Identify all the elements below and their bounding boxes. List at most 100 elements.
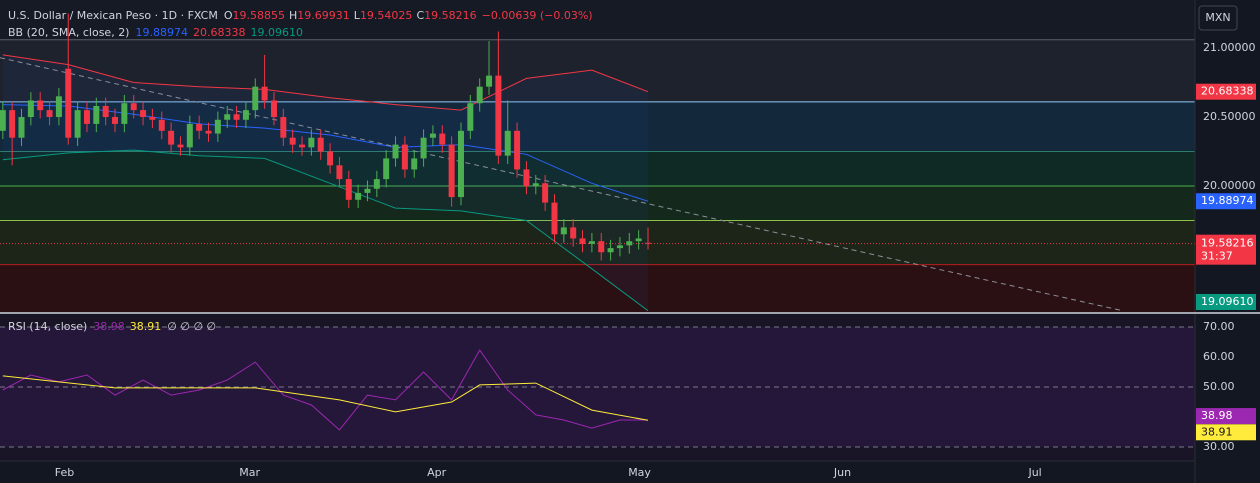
candle-body <box>46 110 53 118</box>
bb-lower-badge: 19.09610 <box>1201 295 1254 308</box>
candle-body <box>121 103 128 124</box>
candle-body <box>93 105 100 124</box>
bb-middle-badge: 19.88974 <box>1201 194 1254 207</box>
candle-body <box>168 130 175 145</box>
candle-body <box>214 119 221 134</box>
candle-body <box>542 183 549 203</box>
candle-body <box>383 158 390 180</box>
candle-body <box>224 114 231 120</box>
candle-body <box>130 103 137 111</box>
x-tick-label: Feb <box>55 466 74 479</box>
x-tick-label: Jun <box>833 466 851 479</box>
candle-body <box>261 86 268 101</box>
candle-body <box>308 137 315 148</box>
candle-body <box>270 100 277 118</box>
candle-body <box>83 110 90 124</box>
candle-body <box>467 103 474 131</box>
candle-body <box>158 119 165 131</box>
rsi-tick-label: 50.00 <box>1203 380 1235 393</box>
candle-body <box>112 117 119 124</box>
candle-body <box>205 130 212 134</box>
candle-body <box>102 105 109 118</box>
legend-item: 19.88974 <box>135 26 188 39</box>
trendline <box>0 57 1121 311</box>
candle-body <box>140 110 147 118</box>
legend-item: −0.00639 (−0.03%) <box>482 9 593 22</box>
rsi-tick-label: 70.00 <box>1203 320 1235 333</box>
legend-item: 19.09610 <box>250 26 303 39</box>
candle-body <box>27 100 34 118</box>
legend-item: 38.91 <box>130 320 162 333</box>
candle-body <box>392 144 399 159</box>
candle-body <box>327 151 334 166</box>
rsi-line <box>2 349 649 431</box>
candle-body <box>644 242 651 244</box>
candle-body <box>523 169 530 187</box>
y-tick-label: 21.00000 <box>1203 41 1256 54</box>
rsi-ma-badge-bg <box>1196 424 1256 441</box>
y-tick-label: 20.00000 <box>1203 179 1256 192</box>
bb-line <box>2 149 649 312</box>
candle-body <box>299 144 306 148</box>
rsi-ma-badge: 38.91 <box>1201 425 1233 438</box>
zone <box>0 151 1195 187</box>
last-price-badge-bg <box>1196 234 1256 265</box>
candle-body <box>570 227 577 239</box>
candle-body <box>289 137 296 145</box>
candle-body <box>233 114 240 120</box>
currency[interactable]: MXN <box>1205 11 1230 24</box>
legend-item: 38.98 <box>93 320 125 333</box>
legend: BB (20, SMA, close, 2) 19.88974 20.68338 19… <box>8 26 303 39</box>
legend-item: 19.58855 <box>233 9 286 22</box>
zone <box>0 0 1195 40</box>
candle-body <box>448 144 455 198</box>
legend-item: RSI (14, close) <box>8 320 87 333</box>
candle-body <box>317 137 324 152</box>
candle-body <box>345 179 352 200</box>
x-tick-label: Jul <box>1027 466 1041 479</box>
candle-body <box>616 245 623 249</box>
rsi-tick-label: 60.00 <box>1203 350 1235 363</box>
candle-body <box>598 241 605 253</box>
candle-body <box>196 123 203 131</box>
candle-body <box>411 158 418 170</box>
candle-body <box>532 183 539 187</box>
candle-body <box>439 133 446 145</box>
x-tick-label: Mar <box>239 466 260 479</box>
candle-body <box>37 100 44 111</box>
rsi-badge-bg <box>1196 408 1256 425</box>
candle-body <box>149 117 156 120</box>
bb-line <box>2 54 649 111</box>
legend-item: 20.68338 <box>193 26 246 39</box>
candle-body <box>504 130 511 156</box>
currency-button[interactable] <box>1198 5 1238 31</box>
candle-body <box>336 165 343 180</box>
rsi-tick-label: 30.00 <box>1203 440 1235 453</box>
candle-body <box>551 202 558 235</box>
candle-body <box>560 227 567 235</box>
candle-body <box>579 238 586 244</box>
bb-upper-badge: 20.68338 <box>1201 85 1254 98</box>
legend-item: C <box>416 9 424 22</box>
candle-body <box>242 110 249 120</box>
candle-body <box>252 86 259 111</box>
candle-body <box>420 137 427 159</box>
legend-item: BB (20, SMA, close, 2) <box>8 26 129 39</box>
candle-body <box>65 68 72 138</box>
zone <box>0 186 1195 221</box>
zone <box>0 39 1195 102</box>
candle-body <box>18 117 25 138</box>
candle-body <box>514 130 521 170</box>
candle-body <box>9 110 16 138</box>
candle-body <box>607 248 614 253</box>
legend: U.S. Dollar / Mexican Peso · 1D · FXCM O1… <box>8 9 593 22</box>
candle-body <box>429 133 436 138</box>
legend-item: 19.54025 <box>360 9 413 22</box>
bb-lower-badge-bg <box>1196 294 1256 310</box>
candle-body <box>280 117 287 138</box>
candle-body <box>486 75 493 87</box>
candle-body <box>401 144 408 170</box>
bb-upper-badge-bg <box>1196 83 1256 100</box>
